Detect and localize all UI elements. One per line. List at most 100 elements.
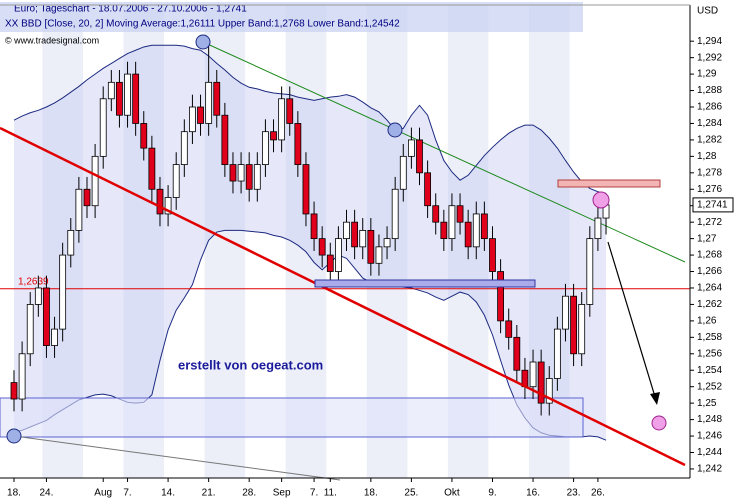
y-tick-label: 1,27	[697, 233, 717, 244]
candle-body	[237, 164, 245, 182]
candle-body	[383, 238, 391, 248]
candle-body	[480, 213, 488, 240]
candle-body	[578, 304, 586, 355]
candle-body	[59, 254, 67, 330]
y-tick-label: 1,288	[697, 85, 722, 96]
trend-line-gray	[13, 435, 341, 481]
candle-body	[197, 106, 204, 124]
y-tick-label: 1,284	[697, 118, 722, 129]
candle-body	[83, 188, 91, 207]
x-tick-label: 9.	[488, 488, 496, 499]
pivot-marker	[387, 122, 403, 138]
x-tick-label: 7.	[310, 488, 318, 499]
level: 1,2639	[0, 276, 690, 290]
candle-body	[245, 164, 253, 190]
candle-body	[513, 336, 521, 371]
y-tick-label: 1,29	[697, 69, 717, 80]
x-tick-label: Aug	[94, 488, 112, 499]
x-tick-label: 26.	[591, 488, 605, 499]
candle-body	[326, 254, 334, 272]
zone-box	[0, 397, 584, 438]
candle-body	[505, 320, 513, 338]
candle-body	[156, 188, 164, 215]
candles	[10, 45, 610, 416]
candle-body	[180, 131, 188, 165]
chart-subtitle: XX BBD [Close, 20, 2] Moving Average:1,2…	[5, 19, 400, 30]
y-tick-label: 1,278	[697, 167, 722, 178]
axis-panel	[690, 0, 735, 501]
x-tick-label: 16.	[526, 488, 540, 499]
candle-body	[75, 188, 83, 231]
x-tick-label: 21.	[202, 488, 216, 499]
candle-body	[221, 114, 229, 165]
candle-body	[172, 164, 180, 198]
y-tick-label: 1,268	[697, 250, 722, 261]
candle-body	[278, 98, 286, 141]
x-tick-label: 7.	[123, 488, 131, 499]
candle-body	[537, 361, 545, 404]
candle-body	[545, 378, 553, 404]
y-tick-label: 1,246	[697, 431, 722, 442]
candle-body	[594, 217, 602, 240]
candle-body	[440, 221, 448, 240]
candle-body	[464, 221, 472, 248]
candle-body	[132, 73, 140, 124]
last-price-label: 1,2741	[697, 200, 728, 211]
candle-body	[391, 188, 399, 240]
candle-body	[351, 221, 359, 248]
candle-body	[164, 197, 172, 215]
y-tick-label: 1,294	[697, 36, 722, 47]
pivot-marker	[6, 428, 22, 444]
band-fill	[14, 45, 607, 441]
y-tick-label: 1,262	[697, 299, 722, 310]
candle-body	[586, 238, 594, 305]
y-tick-label: 1,292	[697, 52, 722, 63]
candle-body	[424, 172, 432, 207]
target-marker	[592, 191, 610, 209]
y-tick-label: 1,286	[697, 102, 722, 113]
pivot-marker	[195, 34, 211, 50]
x-tick-label: 14.	[161, 488, 175, 499]
x-tick-label: 28.	[242, 488, 256, 499]
y-tick-label: 1,264	[697, 283, 722, 294]
candle-body	[205, 81, 213, 124]
x-tick-label: 18.	[7, 488, 21, 499]
candle-body	[334, 238, 342, 272]
target-marker	[651, 415, 667, 431]
candle-body	[432, 205, 440, 223]
candle-body	[302, 164, 310, 215]
trend-line-green	[202, 41, 686, 263]
y-tick-label: 1,26	[697, 316, 717, 327]
candle-body	[456, 205, 464, 223]
y-tick-label: 1,28	[697, 151, 717, 162]
y-tick-label: 1,256	[697, 348, 722, 359]
y-tick-label: 1,282	[697, 135, 722, 146]
candle-body	[124, 73, 131, 116]
candle-body	[562, 295, 569, 330]
candle-body	[107, 81, 115, 100]
last-price-box	[692, 197, 734, 213]
y-tick-label: 1,25	[697, 398, 717, 409]
support-box	[314, 279, 536, 288]
candle-body	[213, 81, 221, 116]
candle-body	[407, 139, 415, 157]
candle-body	[416, 139, 423, 174]
candle-body	[294, 123, 302, 165]
candle-body	[286, 98, 294, 124]
candle-body	[116, 81, 123, 116]
candle-body	[367, 229, 375, 264]
candle-body	[148, 147, 156, 190]
y-tick-label: 1,266	[697, 266, 722, 277]
candle-body	[343, 221, 350, 240]
band-line	[13, 44, 607, 194]
x-tick-label: Okt	[444, 488, 460, 499]
candle-body	[375, 246, 383, 264]
axes: 1,242 1,244 1,246 1,248 1,25 1,252 1,254 1,256 1…	[7, 36, 734, 499]
candle-body	[189, 106, 196, 133]
candle-body	[497, 271, 505, 322]
band-line	[13, 229, 607, 441]
y-tick-label: 1,254	[697, 365, 722, 376]
y-tick-label: 1,252	[697, 381, 722, 392]
candle-body	[91, 155, 99, 207]
